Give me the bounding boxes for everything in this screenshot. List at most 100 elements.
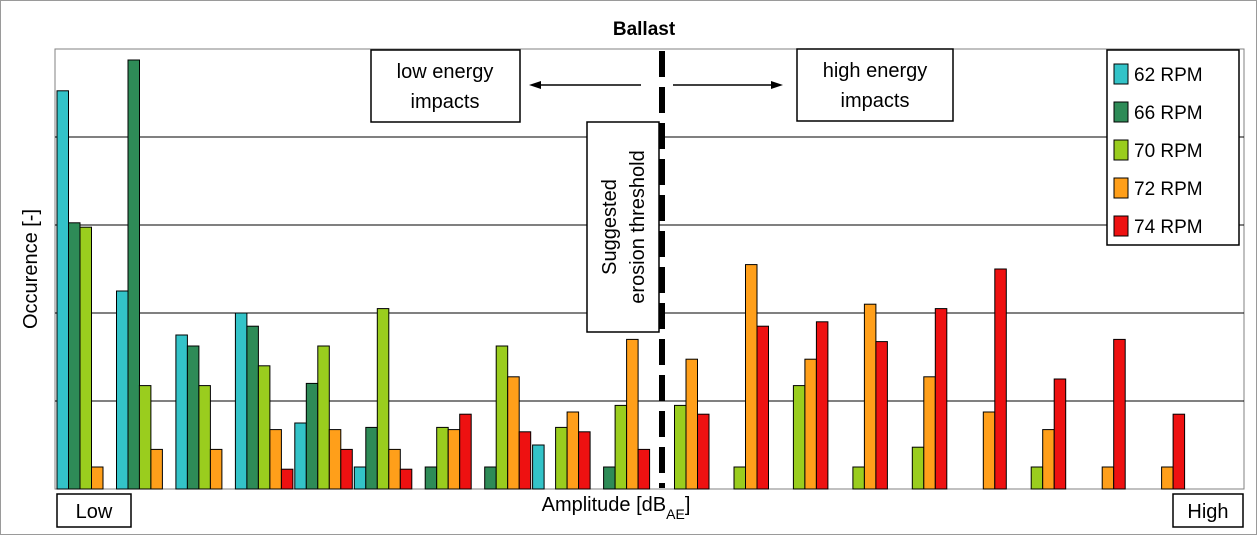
bar (91, 466, 104, 490)
bar (934, 308, 948, 490)
legend: 62 RPM 66 RPM 70 RPM 72 RPM 74 RPM (1113, 63, 1203, 238)
bar (578, 431, 591, 490)
legend-swatch (1113, 63, 1129, 85)
bar (685, 358, 698, 490)
bar (436, 426, 449, 490)
bar (484, 466, 497, 490)
bar (116, 290, 129, 490)
bar (328, 429, 342, 490)
bar (56, 90, 69, 490)
bar (923, 376, 936, 490)
bar (186, 345, 200, 490)
legend-swatch (1113, 101, 1129, 123)
bar (294, 422, 307, 490)
legend-label: 62 RPM (1134, 65, 1203, 86)
bar (305, 382, 319, 490)
chart-title: Ballast (613, 19, 676, 40)
legend-label: 70 RPM (1134, 141, 1203, 162)
bar (353, 466, 367, 490)
bar (982, 411, 996, 490)
legend-swatch (1113, 139, 1129, 161)
threshold-label: Suggested (599, 179, 621, 275)
threshold-label: erosion threshold (627, 150, 649, 303)
bar (1101, 466, 1115, 490)
bar (209, 448, 223, 490)
bar (269, 429, 282, 490)
bar (175, 334, 188, 490)
bar (733, 466, 746, 490)
high-energy-label: impacts (841, 90, 910, 112)
x-axis-label-main: Amplitude [dB (542, 494, 667, 516)
x-low-box (56, 493, 132, 528)
x-high-box (1172, 493, 1244, 528)
legend-swatch (1113, 177, 1129, 199)
bar (246, 325, 259, 490)
bar (317, 345, 330, 490)
bar (804, 358, 817, 490)
bar (745, 264, 758, 490)
bar (1030, 466, 1044, 490)
x-high-label: High (1187, 501, 1228, 523)
x-low-label: Low (76, 501, 113, 523)
high-energy-box (796, 48, 954, 122)
bar (280, 468, 294, 490)
high-energy-label: high energy (823, 60, 928, 82)
bar (518, 431, 532, 490)
bar (911, 446, 925, 490)
bar (1053, 378, 1067, 490)
bar (138, 385, 152, 490)
legend-label: 72 RPM (1134, 179, 1203, 200)
threshold-box (586, 121, 660, 333)
bar (614, 404, 628, 490)
bar (815, 321, 829, 490)
bar (399, 468, 413, 490)
x-axis-label-subscript: AE (666, 506, 685, 522)
low-energy-label: low energy (397, 61, 494, 83)
bar (532, 444, 545, 490)
bar (756, 325, 769, 490)
high-energy-arrowhead (771, 81, 783, 89)
bar (603, 466, 616, 490)
legend-swatch (1113, 215, 1129, 237)
bar (863, 303, 877, 490)
bar (495, 345, 509, 490)
bar (875, 341, 888, 490)
bar (365, 426, 378, 490)
bar (674, 404, 687, 490)
bar (507, 376, 520, 490)
bar (388, 448, 401, 490)
legend-label: 74 RPM (1134, 217, 1203, 238)
bar (198, 385, 211, 490)
bar (852, 466, 865, 490)
bar (257, 365, 271, 490)
bar (1042, 429, 1055, 490)
bar (340, 448, 353, 490)
bar (459, 413, 472, 490)
bar (234, 312, 248, 490)
bar (566, 411, 580, 490)
bar (447, 429, 461, 490)
bar (697, 413, 710, 490)
bar (792, 385, 806, 490)
bar (68, 222, 81, 490)
bar (1161, 466, 1174, 490)
low-energy-arrowhead (529, 81, 541, 89)
bar (150, 448, 163, 490)
x-axis-label-close: ] (685, 494, 691, 516)
low-energy-box (370, 49, 521, 123)
bar (626, 338, 639, 490)
bar (1113, 338, 1126, 490)
bar (994, 268, 1007, 490)
bar (424, 466, 438, 490)
bar (637, 448, 651, 490)
legend-box (1106, 49, 1240, 246)
bar-series (56, 59, 1186, 490)
bar (1172, 413, 1186, 490)
bar (127, 59, 140, 490)
bar (555, 426, 568, 490)
y-axis-label: Occurence [-] (20, 209, 42, 329)
x-axis-label: Amplitude [dBAE] (542, 494, 691, 522)
bar (376, 308, 390, 490)
